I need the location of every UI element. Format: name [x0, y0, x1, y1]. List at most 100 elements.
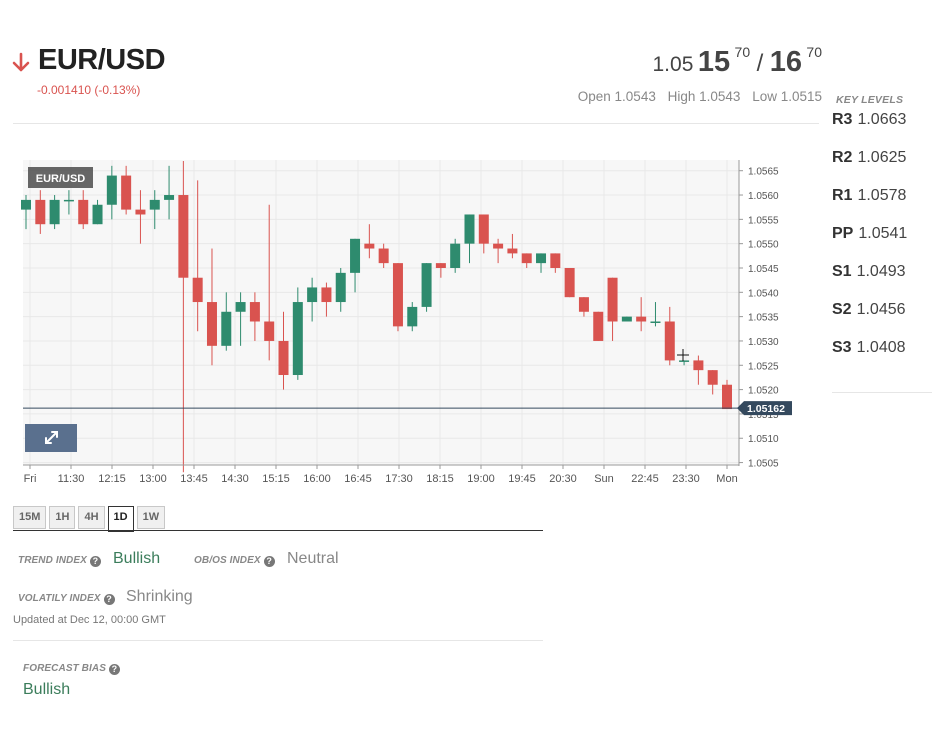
candle	[135, 190, 146, 244]
candle-body	[664, 321, 675, 361]
y-tick-label: 1.0525	[748, 361, 779, 372]
candle	[722, 379, 732, 410]
y-tick-label: 1.0515	[748, 410, 779, 421]
candle	[49, 195, 60, 230]
chart-grid	[23, 160, 739, 465]
candle	[307, 277, 318, 322]
candle	[493, 238, 504, 264]
obos-index-label: OB/OS INDEX?	[194, 555, 275, 567]
candle-body	[521, 253, 532, 264]
x-tick-label: 13:00	[139, 473, 167, 485]
candle	[350, 238, 361, 293]
candle-body	[621, 316, 632, 322]
candle	[249, 292, 260, 341]
tab-1h[interactable]: 1H	[49, 506, 76, 529]
candle	[507, 233, 518, 259]
expand-icon	[45, 431, 58, 444]
key-level-s2: S2 1.0456	[832, 301, 906, 318]
tab-1d[interactable]: 1D	[107, 506, 134, 532]
candle	[564, 267, 575, 298]
candle	[550, 253, 561, 273]
candles	[21, 160, 732, 473]
indices-divider	[13, 640, 543, 641]
candle-body	[206, 302, 217, 346]
candle-body	[350, 238, 361, 273]
bid-prefix: 1.05	[652, 53, 694, 76]
x-tick-label: 14:30	[221, 473, 249, 485]
candle	[578, 297, 589, 317]
candle	[364, 224, 375, 259]
tabs-underline	[13, 530, 543, 531]
y-tick-label: 1.0555	[748, 215, 779, 226]
x-tick-label: 20:30	[549, 473, 577, 485]
y-tick-label: 1.0550	[748, 240, 779, 251]
help-icon[interactable]: ?	[103, 594, 115, 605]
candle-body	[321, 287, 332, 303]
key-level-s1: S1 1.0493	[832, 263, 906, 280]
candle-body	[693, 360, 704, 371]
y-axis-ticks: 1.0565 1.0560 1.0555 1.0550 1.0545 1.0540 1.05…	[739, 167, 779, 470]
expand-chart-button[interactable]	[25, 424, 77, 452]
open-value: Open 1.0543	[577, 89, 656, 104]
y-tick-label: 1.0560	[748, 191, 779, 202]
candle	[621, 316, 632, 322]
candle	[221, 292, 232, 351]
x-tick-label: 11:30	[58, 473, 85, 485]
current-price-tag: 1.05162	[737, 401, 792, 416]
current-price-label: 1.05162	[747, 403, 785, 415]
key-levels-title: KEY LEVELS	[836, 94, 904, 106]
y-tick-label: 1.0565	[748, 167, 779, 178]
bid-big-figure: 15	[697, 46, 731, 78]
candle-body	[478, 214, 489, 244]
candle	[264, 204, 275, 361]
candle	[121, 165, 132, 215]
key-level-s3: S3 1.0408	[832, 339, 906, 356]
tab-4h[interactable]: 4H	[78, 506, 105, 529]
tab-15m[interactable]: 15M	[13, 506, 47, 529]
candle-body	[464, 214, 475, 244]
candle-body	[221, 311, 232, 346]
candle-body	[707, 370, 718, 385]
candle-body	[392, 263, 403, 327]
candle	[693, 355, 704, 385]
help-icon[interactable]: ?	[263, 556, 275, 567]
x-tick-label: 12:15	[98, 473, 126, 485]
candle	[178, 160, 189, 473]
x-tick-label: 16:00	[303, 473, 331, 485]
x-tick-label: 22:45	[631, 473, 659, 485]
candle-body	[63, 199, 74, 202]
help-icon[interactable]: ?	[89, 556, 101, 567]
candle-body	[149, 199, 160, 210]
x-axis-ticks: Fri 11:30 12:15 13:00 13:45 14:30 15:15 16:00 16…	[24, 465, 738, 485]
candle-body	[550, 253, 561, 268]
candle-body	[278, 340, 289, 376]
candle	[593, 311, 604, 341]
header-divider	[13, 123, 819, 124]
key-level-r3: R3 1.0663	[832, 111, 907, 128]
candle-body	[435, 263, 446, 268]
candle	[679, 360, 690, 366]
candle-body	[164, 195, 175, 200]
candle-body	[21, 199, 31, 210]
ask-big-figure: 16	[769, 46, 802, 78]
x-tick-label: 15:15	[262, 473, 290, 485]
candle	[106, 165, 117, 220]
arrow-down-icon	[12, 52, 30, 72]
candle	[278, 311, 289, 390]
candle-body	[121, 175, 132, 210]
candle	[292, 287, 303, 380]
x-tick-label: 23:30	[672, 473, 700, 485]
candlestick-chart[interactable]: 1.0565 1.0560 1.0555 1.0550 1.0545 1.0540 1.05…	[0, 140, 800, 490]
y-tick-label: 1.0535	[748, 313, 779, 324]
candle	[78, 190, 89, 230]
tab-1w[interactable]: 1W	[136, 506, 166, 529]
ohl-summary: Open 1.0543 High 1.0543 Low 1.0515	[570, 89, 822, 104]
pair-title: EUR/USD	[38, 44, 166, 76]
candle	[206, 248, 217, 366]
candle	[407, 302, 418, 332]
help-icon[interactable]: ?	[108, 664, 120, 675]
quote-separator: /	[756, 50, 764, 77]
candle-body	[35, 199, 46, 225]
candle-body	[192, 277, 203, 303]
timeframe-tabs: 15M 1H 4H 1D 1W	[13, 506, 166, 532]
